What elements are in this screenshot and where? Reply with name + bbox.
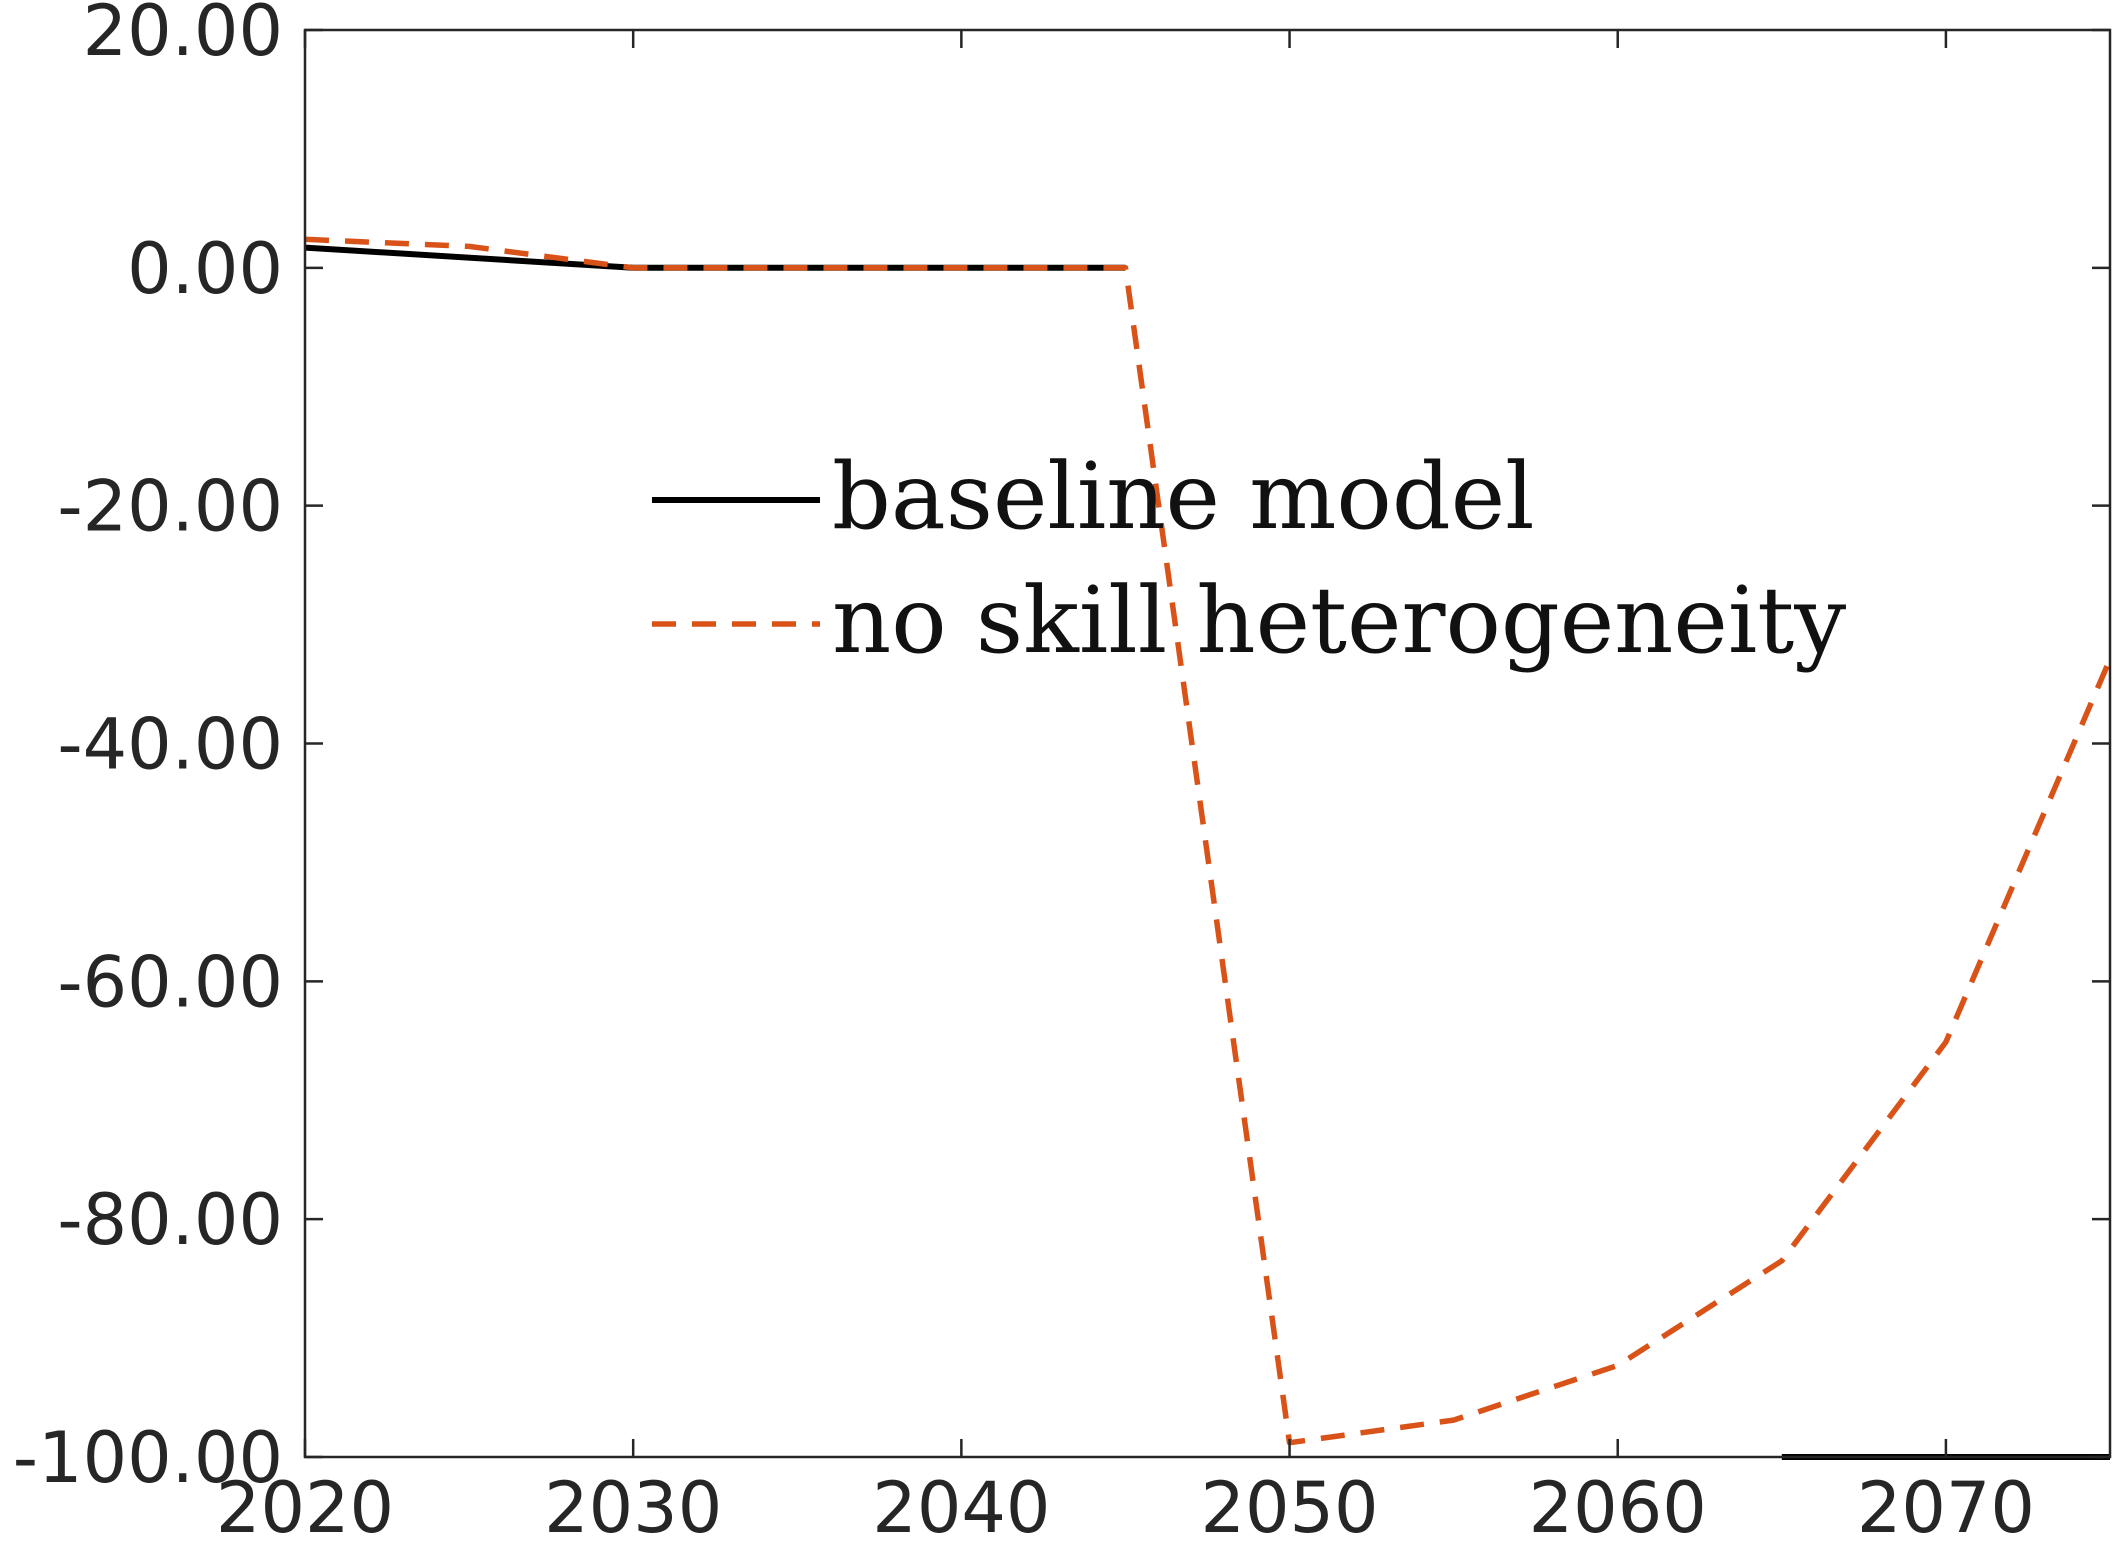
x-tick-label: 2030 (544, 1467, 722, 1549)
plot-frame (303, 28, 2112, 1459)
x-tick-label: 2060 (1529, 1467, 1707, 1549)
x-tick-label: 2020 (216, 1467, 394, 1549)
plot-area (305, 236, 2112, 1460)
series-line-baseline-model (305, 244, 1126, 271)
x-tick-label: 2050 (1200, 1467, 1378, 1549)
y-tick-label: 0.00 (127, 228, 283, 310)
legend-label-baseline-model: baseline model (832, 443, 1535, 550)
y-tick-label: -60.00 (57, 941, 283, 1023)
series-group (305, 236, 2112, 1460)
axes: 2020 2030 2040 2050 2060 2070 20.00 0.00 -20.00 -… (13, 0, 2112, 1549)
x-tick-label: 2040 (872, 1467, 1050, 1549)
y-tick-label: -100.00 (13, 1417, 283, 1499)
y-tick-label: 20.00 (83, 0, 283, 72)
y-tick-label: -80.00 (57, 1179, 283, 1261)
legend-label-no-skill-heterogeneity: no skill heterogeneity (832, 567, 1846, 674)
y-tick-label: -40.00 (57, 704, 283, 786)
series-line-no-skill-heterogeneity (305, 236, 2112, 1446)
legend: baseline model no skill heterogeneity (652, 443, 1846, 674)
y-tick-label: -20.00 (57, 466, 283, 548)
x-tick-label: 2070 (1857, 1467, 2035, 1549)
